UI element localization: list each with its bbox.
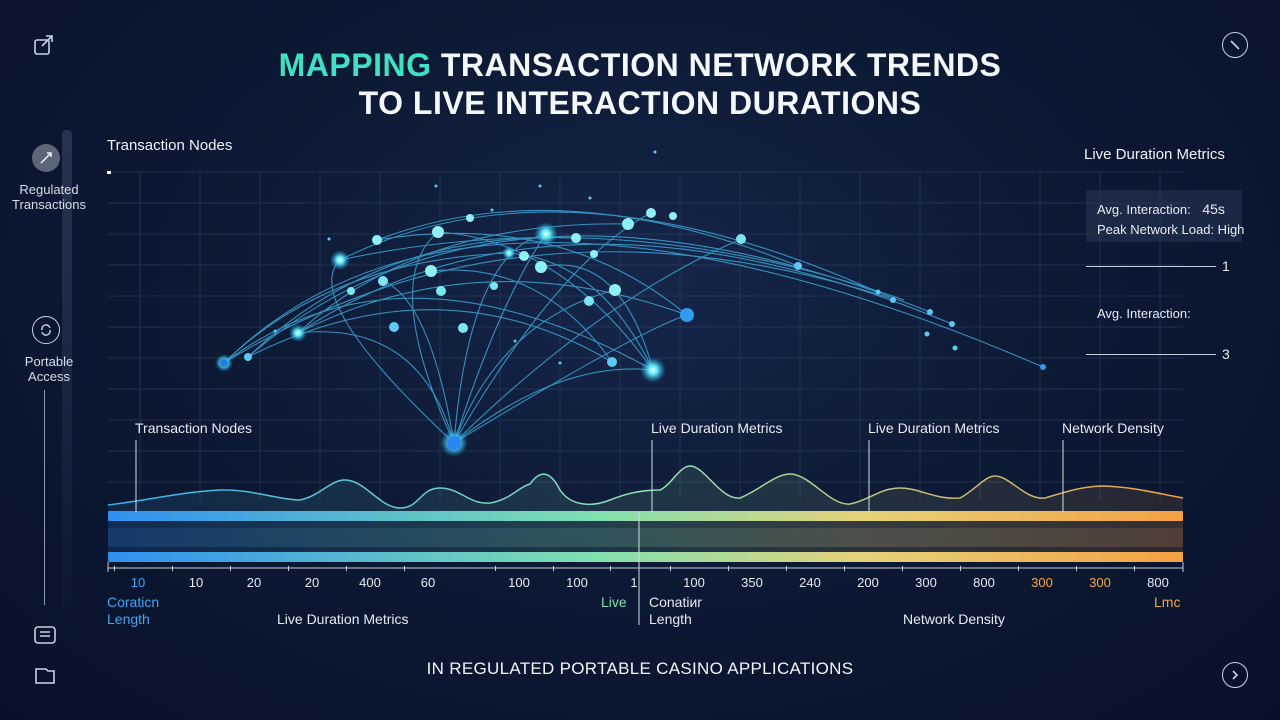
sidebar-label-line1: Portable — [24, 354, 74, 369]
axis-tick-mark — [495, 566, 496, 571]
axis-tick-mark — [404, 566, 405, 571]
metric-marker-3: 3 — [1222, 346, 1230, 362]
title-accent: MAPPING — [278, 47, 432, 83]
metric-line-1 — [1086, 266, 1216, 267]
bottom-label-line: Length — [107, 611, 150, 627]
sidebar-item-regulated-transactions[interactable]: Regulated Transactions — [1, 182, 97, 212]
axis-tick-label: 350 — [741, 575, 763, 590]
axis-tick-label: 60 — [420, 575, 436, 590]
no-entry-icon[interactable] — [1222, 32, 1248, 58]
folder-icon[interactable] — [32, 662, 58, 688]
chart-grid — [108, 171, 1183, 500]
sidebar-item-portable-access[interactable]: Portable Access — [1, 354, 97, 384]
network-nodes — [215, 150, 1046, 457]
bottom-label-line: Conatiиr — [649, 594, 702, 610]
axis-tick-mark — [346, 566, 347, 571]
wave-label: Live Duration Metrics — [868, 420, 1000, 436]
sidebar-divider — [44, 390, 45, 605]
axis-tick-mark — [610, 566, 611, 571]
duration-bar-bottom — [108, 552, 1183, 562]
duration-bar-top — [108, 511, 1183, 521]
wave-label: Network Density — [1062, 420, 1164, 436]
grid-corner-marker — [107, 171, 111, 174]
page-title: MAPPING TRANSACTION NETWORK TRENDS TO LI… — [0, 46, 1280, 122]
axis-tick-label: 800 — [1147, 575, 1169, 590]
transaction-nodes-label: Transaction Nodes — [107, 137, 233, 154]
axis-tick-mark — [728, 566, 729, 571]
bottom-label-line: Coraticn — [107, 594, 160, 610]
network-density-bottom: Network Density — [903, 611, 1005, 627]
axis-tick-mark — [553, 566, 554, 571]
wave-label: Transaction Nodes — [135, 420, 252, 436]
axis-tick-label: 400 — [359, 575, 381, 590]
sidebar-label-line2: Access — [28, 369, 70, 384]
axis-tick-label: 1 — [630, 575, 638, 590]
next-arrow-icon[interactable] — [1222, 662, 1248, 688]
avg-interaction-value: 45s — [1202, 201, 1225, 217]
metric-line-3 — [1086, 354, 1216, 355]
peak-network-load: Peak Network Load: High — [1097, 222, 1245, 237]
axis-tick-label: 10 — [130, 575, 146, 590]
lmc-label: Lmc — [1154, 594, 1181, 610]
title-rest: TRANSACTION NETWORK TRENDS — [431, 47, 1002, 83]
axis-tick-mark — [960, 566, 961, 571]
axis-tick-label: 800 — [973, 575, 995, 590]
refresh-icon[interactable] — [32, 316, 60, 344]
axis-tick-label: 300 — [915, 575, 937, 590]
share-icon[interactable] — [32, 32, 58, 58]
axis-tick-label: 240 — [799, 575, 821, 590]
axis-tick-label: 100 — [508, 575, 530, 590]
axis-tick-mark — [670, 566, 671, 571]
avg-interaction-label-2: Avg. Interaction: — [1097, 306, 1191, 321]
live-duration-metrics-label: Live Duration Metrics — [1084, 146, 1225, 163]
axis-tick-label: 300 — [1089, 575, 1111, 590]
axis-tick-label: 200 — [857, 575, 879, 590]
sidebar-track — [62, 130, 72, 610]
axis-tick-mark — [1018, 566, 1019, 571]
axis-tick-mark — [114, 566, 115, 571]
axis-tick-label: 20 — [246, 575, 262, 590]
axis-tick-mark — [786, 566, 787, 571]
axis-tick-mark — [230, 566, 231, 571]
axis-tick-mark — [172, 566, 173, 571]
sidebar-label-line1: Regulated — [19, 182, 79, 197]
axis-tick-mark — [902, 566, 903, 571]
avg-interaction-row: Avg. Interaction: 45s — [1097, 201, 1225, 217]
axis-tick-label: 20 — [304, 575, 320, 590]
bottom-label-line: Length — [649, 611, 692, 627]
duration-bar-bottom-glow — [108, 528, 1183, 552]
coraticn-length-label: Coraticn Length — [107, 594, 159, 628]
title-line-2: TO LIVE INTERACTION DURATIONS — [358, 85, 922, 121]
axis-tick-mark — [1134, 566, 1135, 571]
sidebar-label-line2: Transactions — [12, 197, 86, 212]
rocket-icon[interactable] — [32, 144, 60, 172]
axis-tick-mark — [844, 566, 845, 571]
axis-tick-label: 10 — [188, 575, 204, 590]
footer-caption: IN REGULATED PORTABLE CASINO APPLICATION… — [426, 659, 854, 678]
axis-tick-label: 300 — [1031, 575, 1053, 590]
axis-tick-label: 100 — [566, 575, 588, 590]
live-duration-metrics-bottom: Live Duration Metrics — [277, 611, 409, 627]
wave-label: Live Duration Metrics — [651, 420, 783, 436]
metric-marker-1: 1 — [1222, 258, 1230, 274]
metrics-panel — [1086, 190, 1242, 242]
axis-tick-label: 100 — [683, 575, 705, 590]
avg-interaction-label: Avg. Interaction: — [1097, 202, 1191, 217]
axis-tick-mark — [288, 566, 289, 571]
axis-tick-mark — [1076, 566, 1077, 571]
list-icon[interactable] — [32, 622, 58, 648]
live-label: Live — [601, 594, 627, 610]
conatiнr-length-label: Conatiиr Length — [649, 594, 702, 628]
density-wave-fill — [108, 466, 1183, 512]
